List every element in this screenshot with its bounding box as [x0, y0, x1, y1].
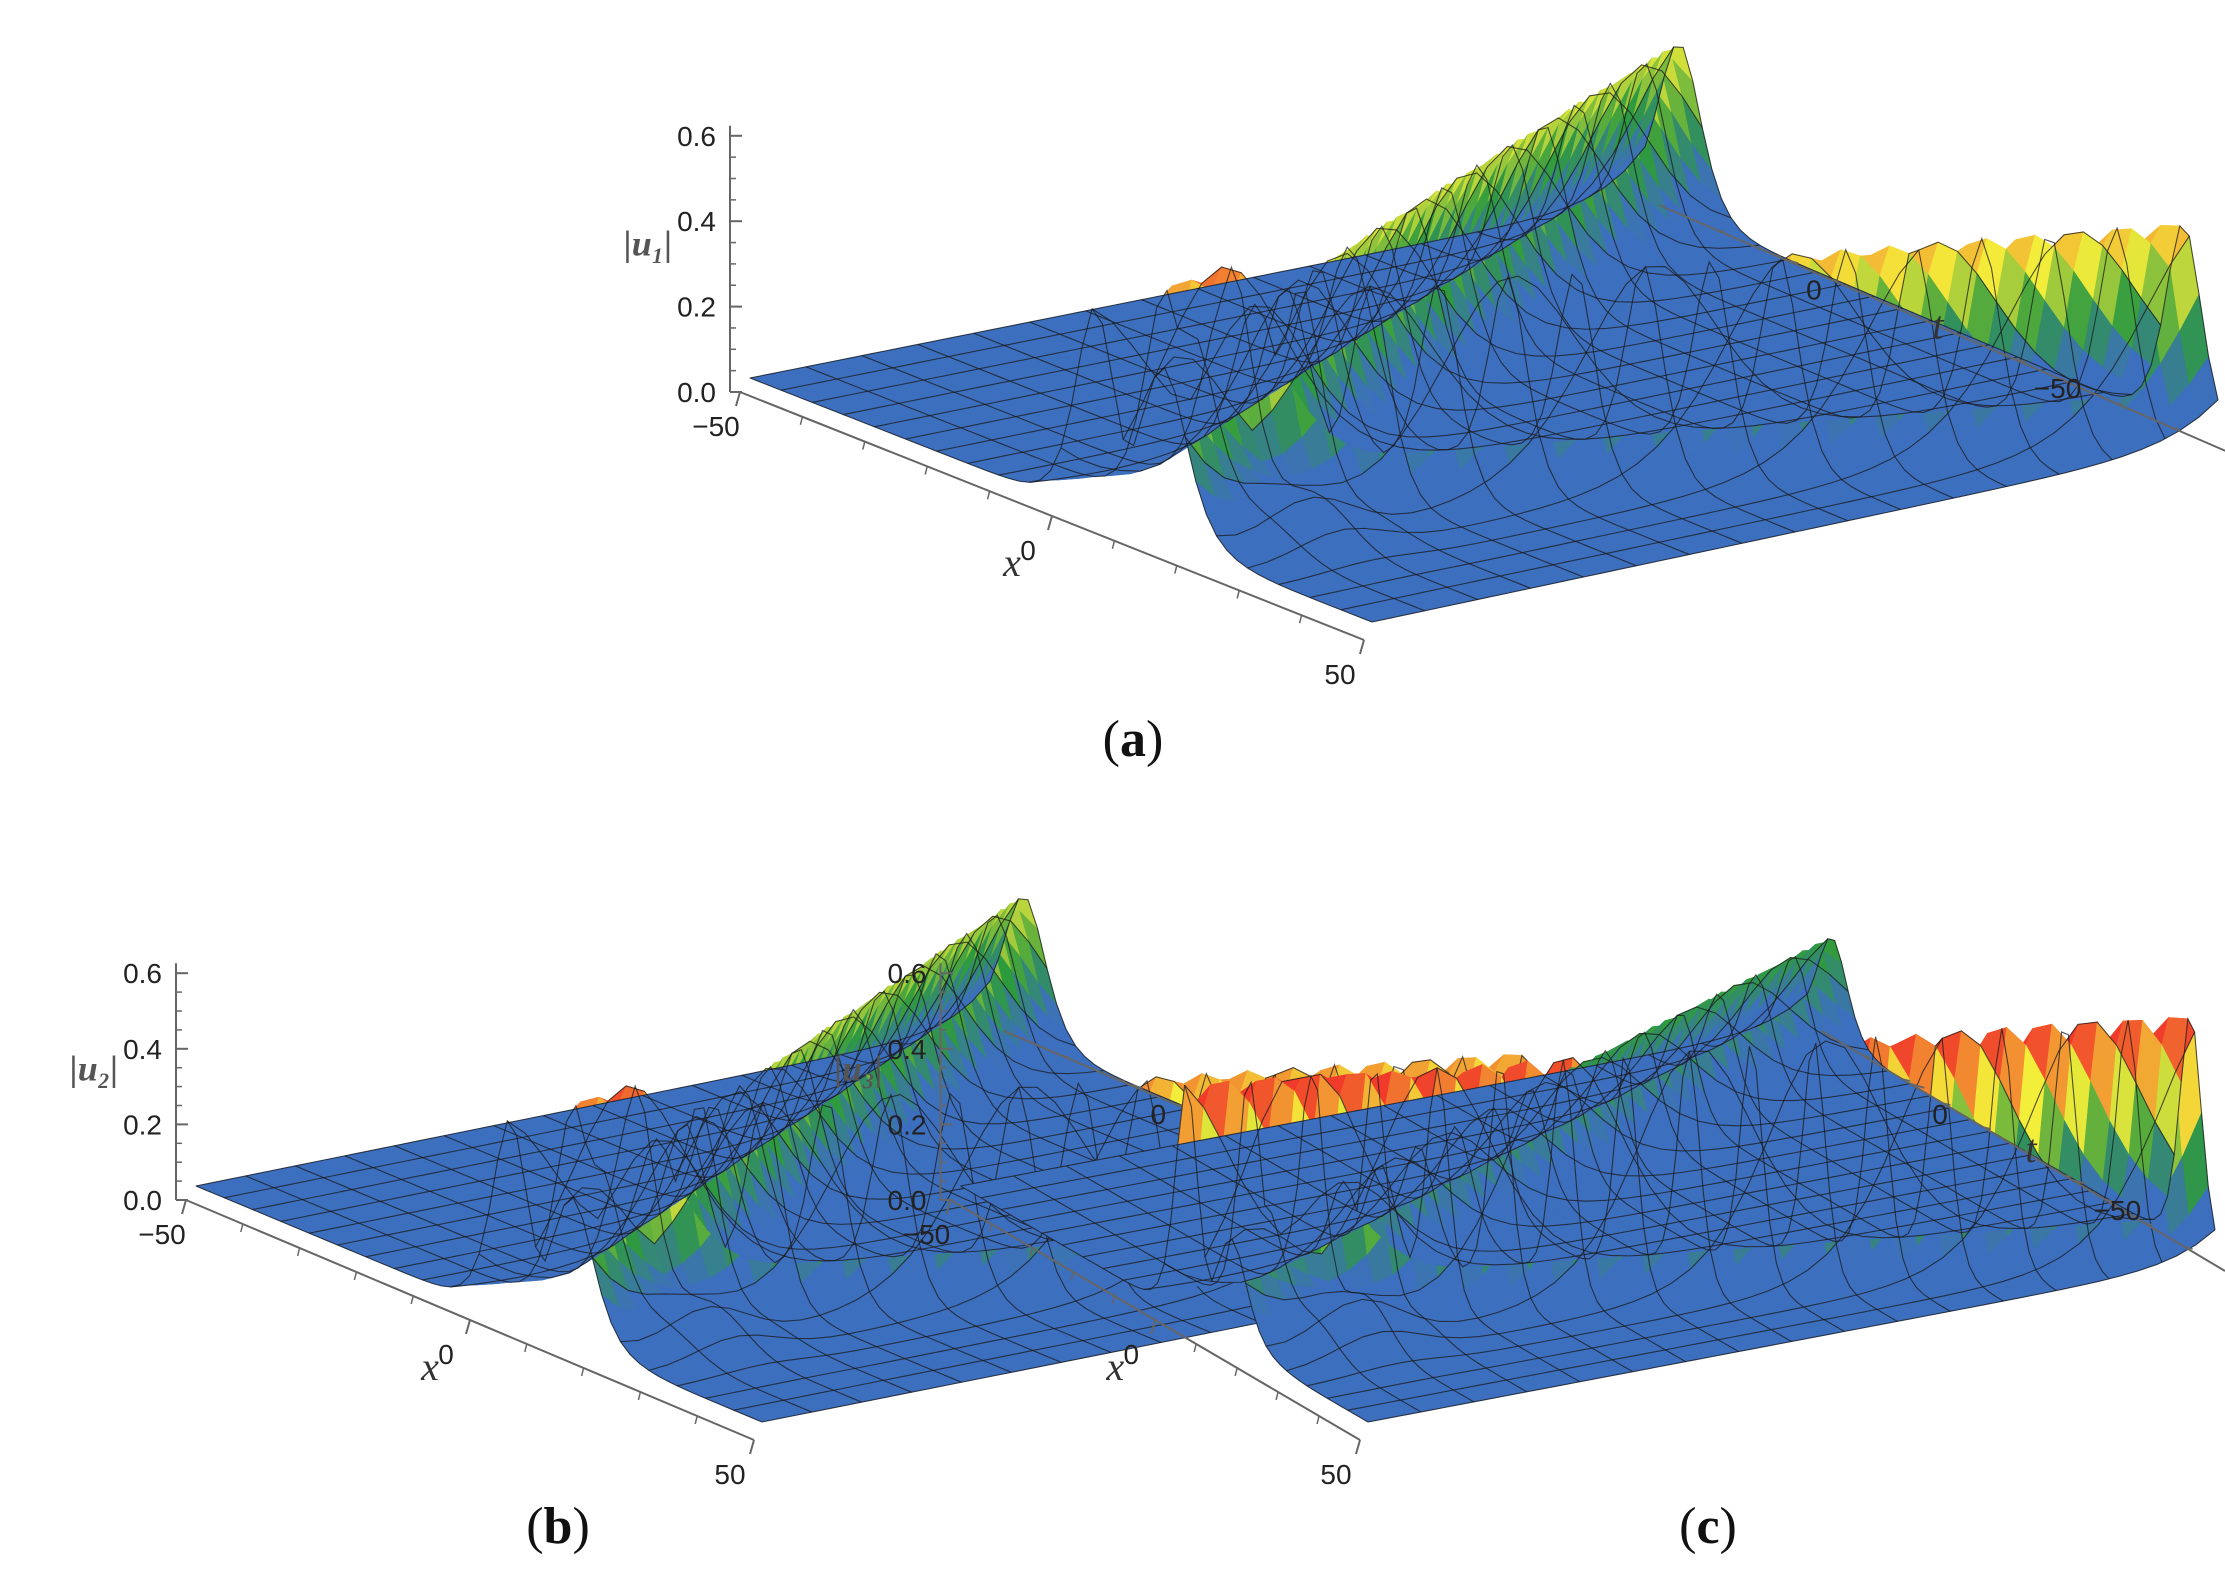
figure: −50 0 50 x 0 −50 t 0.0 0.2 0.4 0.6 |u₁| (a) −50 0 50 x…: [70, 46, 2225, 1555]
